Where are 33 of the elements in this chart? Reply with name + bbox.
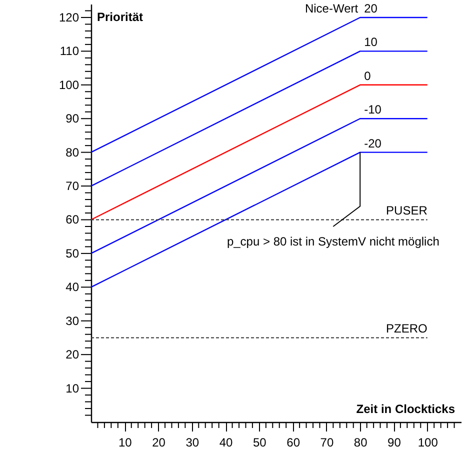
y-tick-label: 30 [66, 314, 80, 328]
y-tick-label: 20 [66, 348, 80, 362]
series-label: 10 [364, 35, 378, 50]
x-tick-label: 100 [418, 436, 438, 450]
x-tick-label: 20 [152, 436, 166, 450]
y-tick-label: 100 [58, 78, 80, 92]
series-label: 20 [364, 1, 378, 16]
legend-title: Nice-Wert [304, 1, 359, 16]
y-tick-label: 110 [60, 44, 80, 58]
x-tick-label: 80 [354, 436, 368, 450]
x-tick-label: 30 [186, 436, 200, 450]
x-tick-label: 90 [388, 436, 402, 450]
y-tick-label: 120 [58, 10, 80, 24]
x-tick-label: 50 [253, 436, 267, 450]
x-tick-label: 60 [286, 436, 300, 450]
x-tick-label: 70 [320, 436, 334, 450]
ref-line-label: PUSER [386, 204, 428, 218]
x-tick-label: 40 [219, 436, 234, 450]
x-tick-label: 10 [118, 436, 132, 450]
y-tick-label: 50 [66, 246, 80, 260]
y-tick-label: 90 [66, 112, 80, 126]
ref-line-label: PZERO [386, 322, 428, 336]
y-tick-label: 40 [66, 280, 80, 294]
annotation: p_cpu > 80 ist in SystemV nicht möglich [226, 234, 440, 248]
y-axis-title: Priorität [97, 10, 144, 24]
x-axis-title: Zeit in Clockticks [356, 402, 456, 416]
y-tick-label: 70 [66, 179, 80, 194]
series-label: -20 [364, 136, 382, 150]
y-tick-label: 80 [66, 145, 80, 160]
series-label: 0 [364, 68, 372, 83]
y-tick-label: 60 [66, 212, 80, 227]
y-tick-label: 10 [66, 381, 80, 396]
series-label: -10 [364, 102, 382, 117]
